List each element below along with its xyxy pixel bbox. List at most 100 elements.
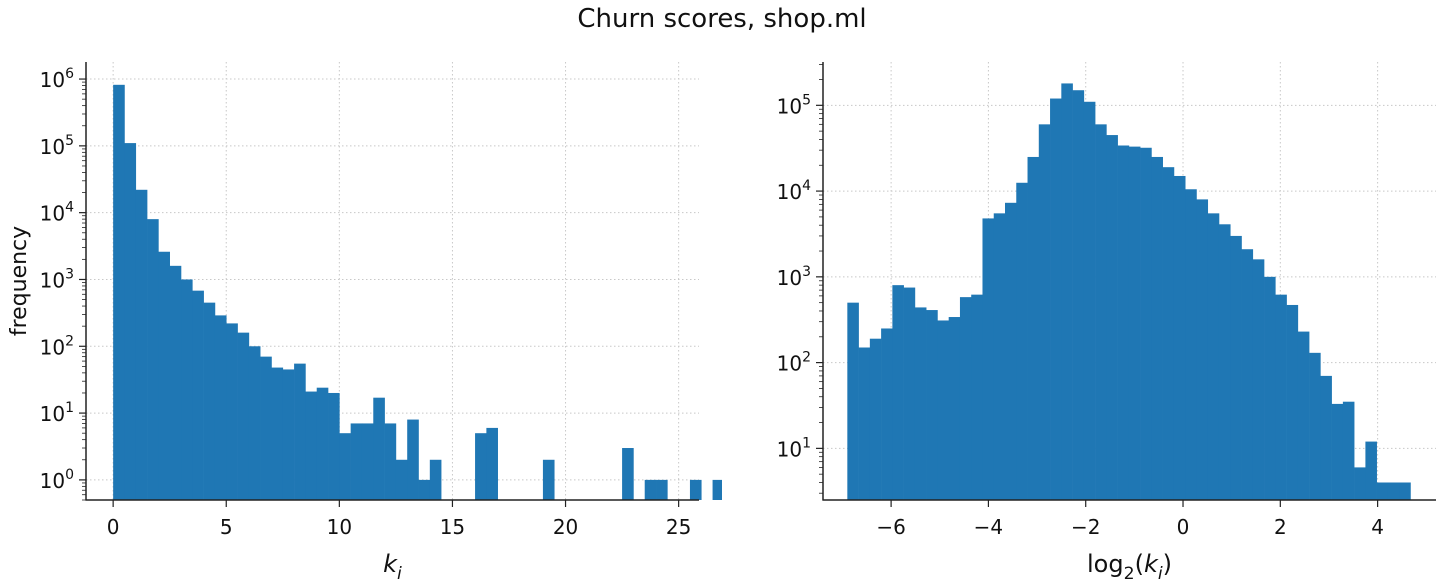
right-bar (1365, 441, 1377, 500)
right-y-tick-label: 102 (777, 350, 811, 376)
left-bar (407, 419, 419, 500)
right-x-tick-label: 4 (1371, 515, 1384, 539)
left-bar (260, 356, 272, 500)
right-bar (903, 287, 916, 500)
left-bar (316, 387, 329, 500)
right-bar (982, 218, 995, 500)
left-bar (181, 279, 193, 500)
right-bar (1354, 467, 1366, 500)
right-x-tick-label: −6 (876, 515, 905, 539)
right-x-axis-label: log2(ki) (1087, 550, 1172, 584)
right-bar (1038, 124, 1051, 501)
left-bar (486, 427, 498, 500)
left-bar (214, 315, 227, 500)
right-y-tick-label: 104 (777, 178, 811, 204)
right-bar (1005, 202, 1017, 500)
left-y-tick-label: 101 (40, 400, 74, 426)
right-bar (1387, 482, 1400, 500)
right-bar (1027, 156, 1040, 500)
right-bar (858, 347, 871, 500)
right-bar (881, 328, 893, 500)
left-x-tick-label: 0 (107, 515, 120, 539)
right-bar (1252, 259, 1265, 500)
right-bar (1218, 224, 1231, 500)
right-bar (1309, 352, 1321, 500)
left-bar (169, 265, 182, 500)
left-bar (644, 479, 657, 500)
left-bar (203, 302, 216, 500)
right-bar (1286, 304, 1299, 500)
right-bar (1241, 249, 1254, 500)
right-bar (993, 213, 1006, 501)
right-bar (1230, 235, 1242, 500)
left-bar (248, 346, 261, 500)
left-bar (328, 392, 340, 500)
right-bar (1376, 482, 1389, 500)
left-bar (622, 448, 634, 500)
left-bar (158, 251, 170, 500)
right-x-tick-label: 2 (1274, 515, 1287, 539)
right-x-tick-label: −4 (974, 515, 1003, 539)
right-bar (892, 285, 904, 500)
left-bar (395, 459, 408, 500)
left-bar (113, 84, 125, 501)
right-bar (869, 338, 882, 500)
right-bar (1207, 213, 1220, 501)
right-bar (1173, 175, 1186, 500)
left-y-tick-label: 104 (40, 200, 74, 226)
left-bar (124, 143, 137, 500)
right-bar (1095, 124, 1107, 501)
right-bar (1016, 182, 1028, 500)
right-bar (926, 310, 938, 500)
left-bar (135, 189, 148, 501)
left-bar (305, 391, 318, 500)
left-bar (475, 433, 487, 500)
left-y-tick-label: 105 (40, 133, 74, 159)
left-bar (147, 219, 159, 501)
right-histogram: −6 −4 −2 0 2 4 101 102 103 104 105 log2(ki) (777, 62, 1436, 584)
left-bar (373, 397, 385, 500)
right-bar (1320, 375, 1332, 500)
left-bar (282, 369, 295, 500)
right-bar (1083, 101, 1096, 500)
right-bar (1128, 146, 1141, 501)
left-bar (361, 423, 374, 500)
left-y-tick-label: 106 (40, 66, 74, 92)
left-bar (226, 323, 238, 500)
right-bar (1297, 331, 1310, 500)
left-x-axis-label: ki (383, 550, 402, 584)
left-x-tick-label: 15 (440, 515, 465, 539)
right-y-tick-label: 103 (777, 264, 811, 290)
left-y-tick-label: 103 (40, 266, 74, 292)
right-x-tick-label: 0 (1177, 515, 1190, 539)
right-bar (1399, 482, 1411, 500)
right-bar (1264, 276, 1276, 500)
figure-title: Churn scores, shop.ml (577, 4, 867, 34)
right-bar (1196, 199, 1209, 500)
left-y-tick-label: 100 (40, 467, 74, 493)
left-x-tick-label: 5 (220, 515, 233, 539)
right-bar (948, 317, 961, 500)
left-bar (656, 479, 668, 500)
right-y-tick-label: 105 (777, 92, 811, 118)
left-bar (294, 363, 306, 500)
left-bar (689, 479, 702, 500)
left-histogram: 0 5 10 15 20 25 100 101 102 103 104 105 106 ki frequen… (7, 62, 722, 584)
right-bar (1185, 189, 1197, 500)
left-bar (192, 290, 204, 500)
left-bar (429, 459, 442, 500)
left-bar (418, 479, 431, 500)
right-bar (1072, 90, 1085, 500)
left-x-tick-label: 25 (666, 515, 691, 539)
left-y-tick-label: 102 (40, 333, 74, 359)
right-bar (1162, 167, 1175, 500)
right-bar (1331, 403, 1344, 500)
right-bar (914, 307, 927, 500)
right-bar (1061, 83, 1073, 500)
left-bar (350, 423, 363, 500)
right-bar (1050, 98, 1062, 500)
right-bar (937, 320, 949, 500)
left-bar (712, 479, 722, 500)
right-bar (959, 297, 972, 500)
